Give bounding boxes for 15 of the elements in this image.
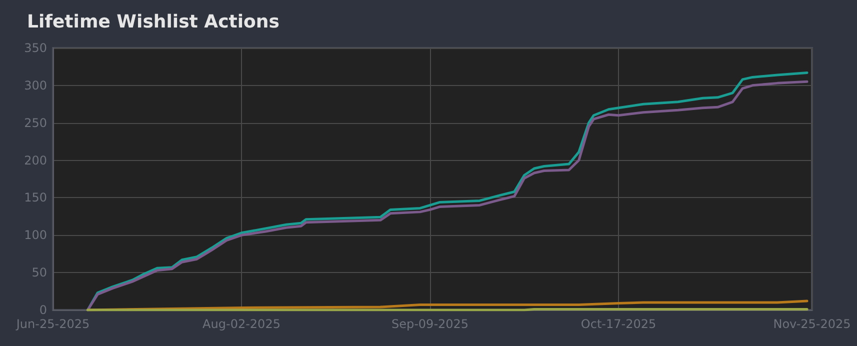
y-tick-label: 50: [32, 266, 47, 280]
line-series: [86, 300, 808, 312]
x-tick-label: Aug-02-2025: [202, 317, 280, 331]
x-tick-label: Jun-25-2025: [15, 317, 90, 331]
chart-title: Lifetime Wishlist Actions: [27, 12, 280, 32]
y-tick-label: 350: [24, 41, 47, 55]
x-tick-label: Oct-17-2025: [580, 317, 656, 331]
y-tick-label: 150: [24, 190, 47, 205]
x-tick-label: Nov-25-2025: [773, 317, 851, 331]
y-tick-label: 250: [24, 116, 47, 130]
x-tick-label: Sep-09-2025: [391, 317, 469, 331]
y-tick-label: 300: [24, 78, 47, 92]
y-tick-label: 100: [24, 228, 47, 242]
y-tick-label: 200: [24, 153, 47, 168]
y-tick-label: 0: [39, 303, 47, 317]
